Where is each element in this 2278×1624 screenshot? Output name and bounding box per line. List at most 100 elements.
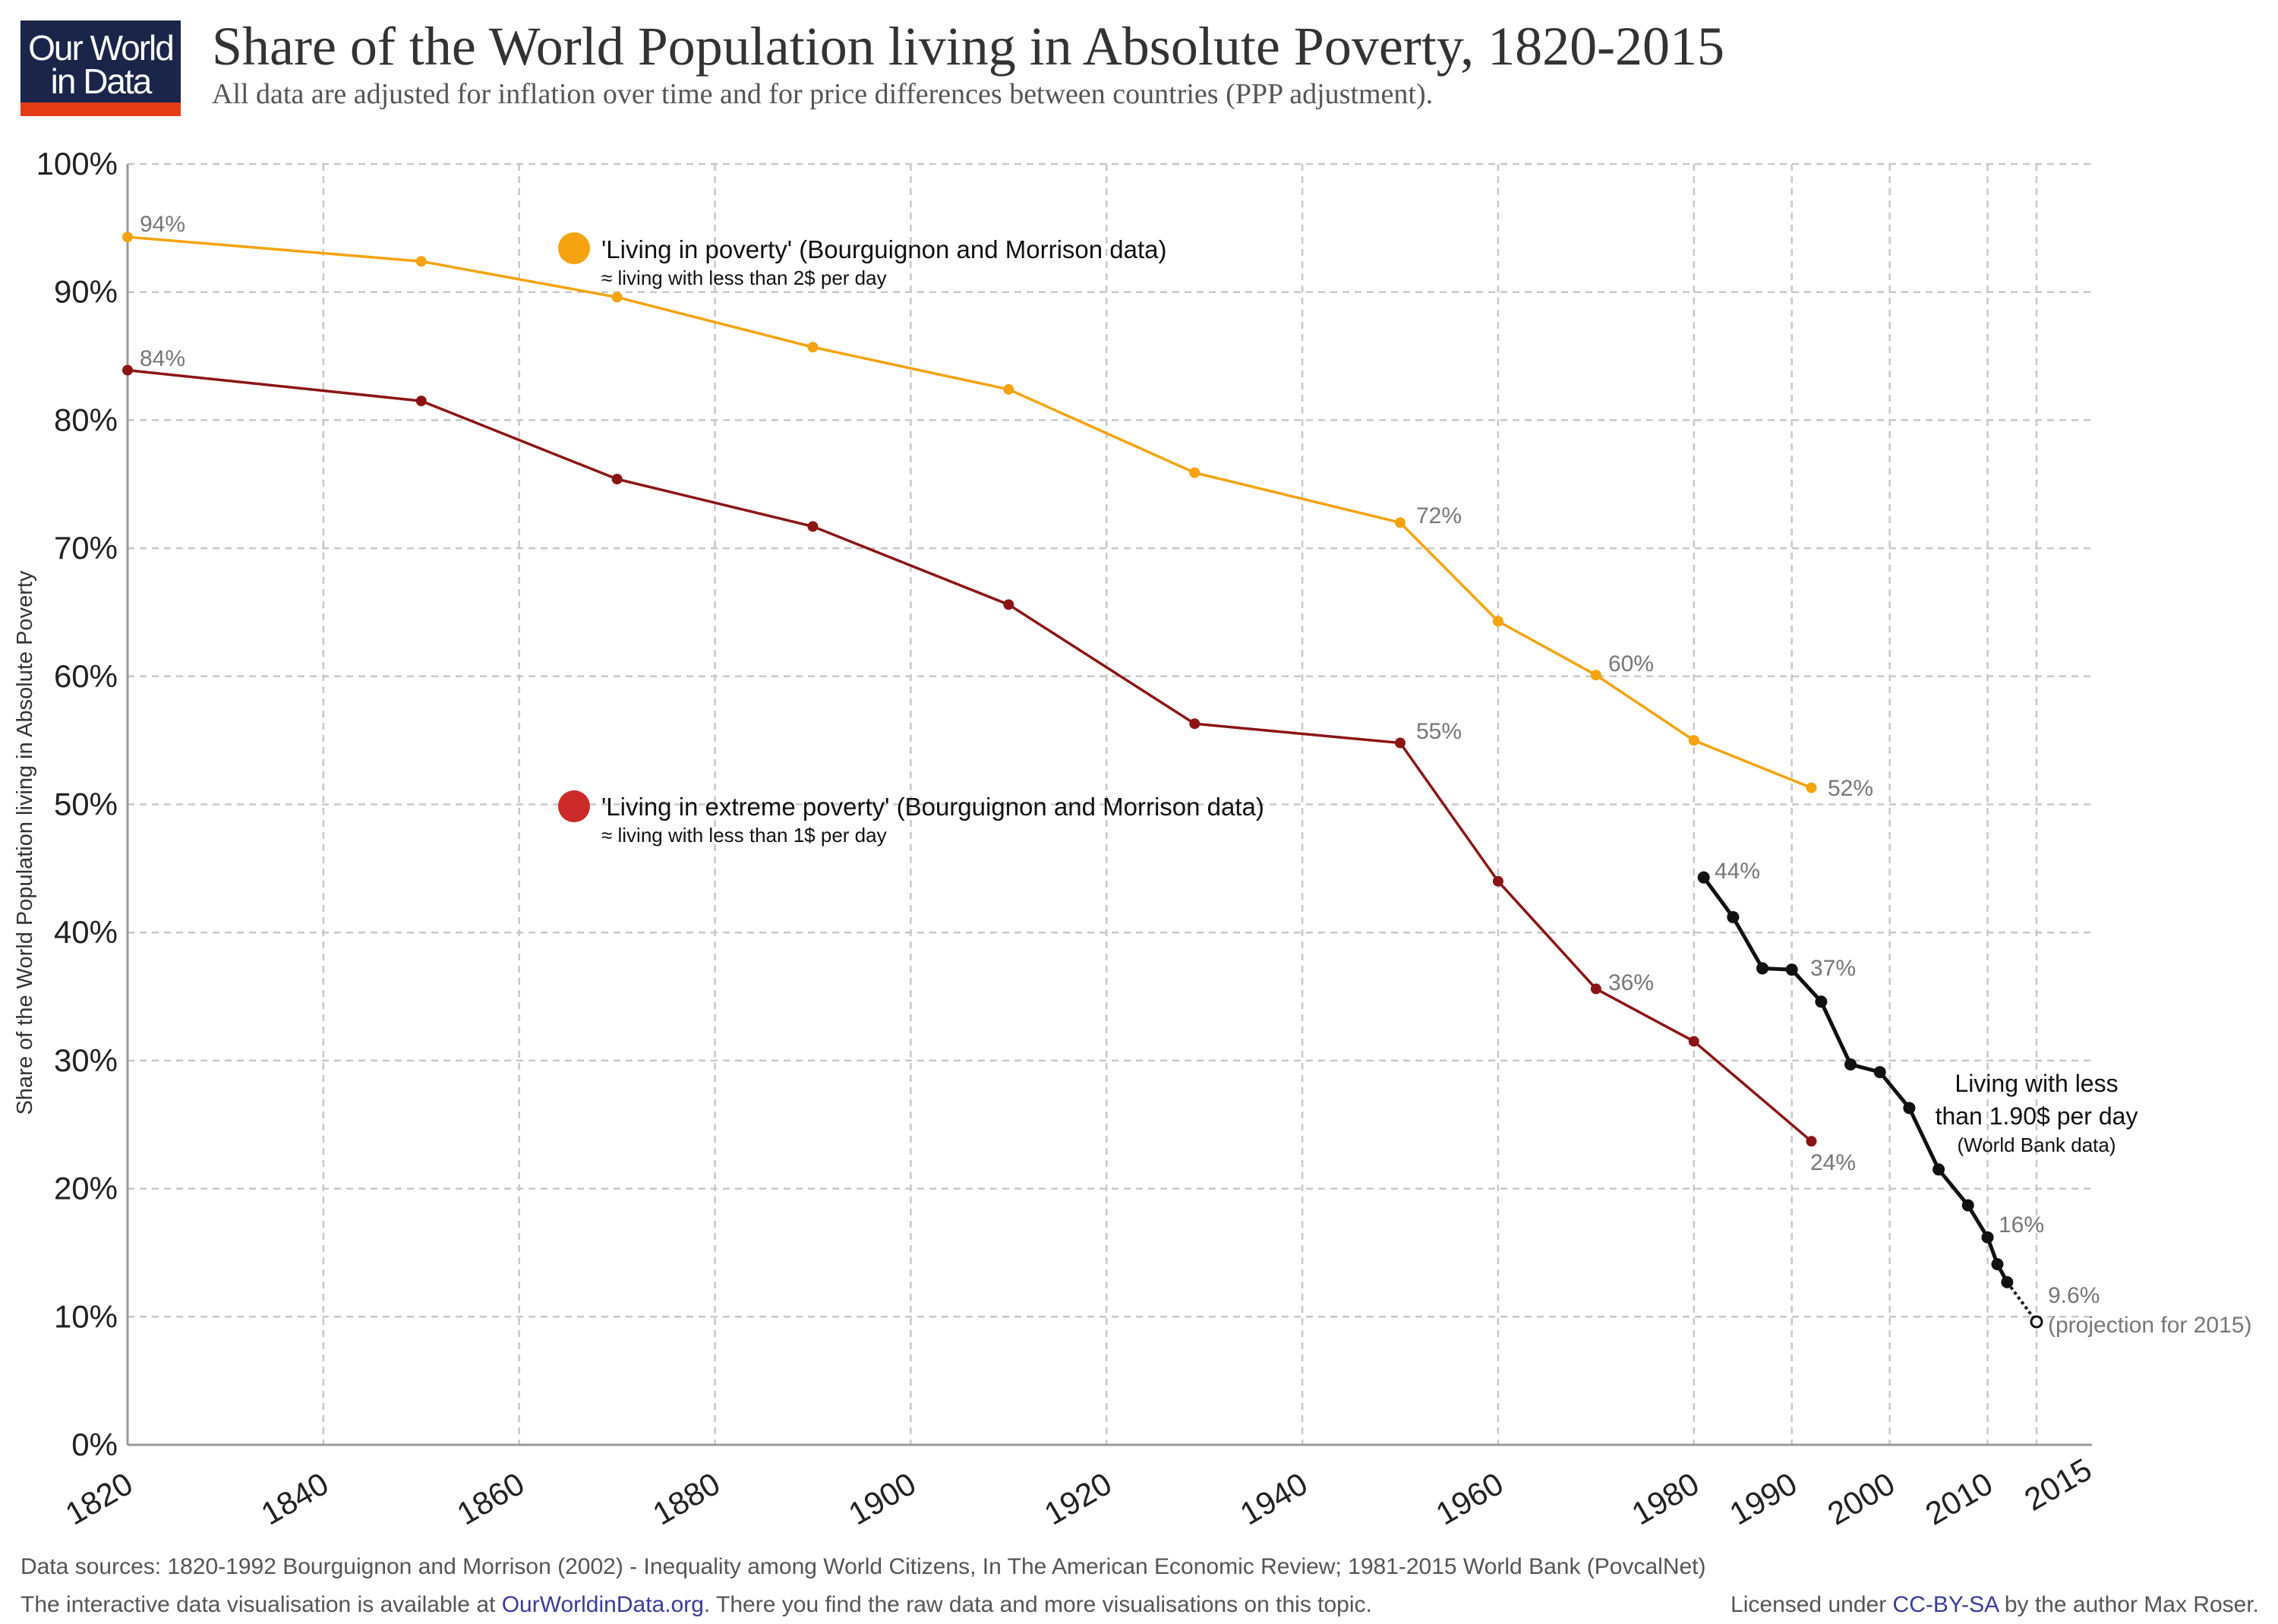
- wb-label-line2: than 1.90$ per day: [1936, 1102, 2138, 1130]
- data-label: 16%: [1999, 1212, 2044, 1238]
- y-tick-label: 10%: [54, 1298, 118, 1334]
- y-tick-label: 100%: [36, 146, 118, 181]
- footer-text: The interactive data visualisation is av…: [21, 1592, 502, 1617]
- data-point: [1844, 1058, 1857, 1071]
- footer-text: Licensed under: [1731, 1592, 1893, 1617]
- x-tick-label: 1840: [255, 1465, 334, 1531]
- data-label: 72%: [1416, 503, 1462, 528]
- x-tick-label: 1880: [647, 1465, 726, 1531]
- footer-interactive: The interactive data visualisation is av…: [21, 1592, 1372, 1618]
- x-tick-label: 1920: [1038, 1465, 1117, 1531]
- data-point: [1395, 517, 1406, 528]
- data-point: [807, 521, 819, 532]
- legend-poverty-note: ≈ living with less than 2$ per day: [601, 266, 887, 289]
- data-label: 60%: [1608, 651, 1654, 676]
- data-point: [1756, 962, 1769, 975]
- data-label: 44%: [1715, 859, 1760, 884]
- data-point: [1492, 616, 1503, 627]
- x-tick-label: 2000: [1822, 1465, 1901, 1531]
- data-point: [807, 342, 819, 353]
- data-point: [1785, 963, 1798, 976]
- legend-extreme-marker: [558, 790, 590, 822]
- y-tick-label: 50%: [54, 787, 118, 822]
- data-label: 37%: [1810, 956, 1856, 981]
- y-tick-label: 60%: [54, 658, 118, 694]
- x-tick-label: 1820: [59, 1465, 138, 1531]
- data-point: [1395, 737, 1406, 749]
- data-point: [415, 256, 427, 267]
- y-tick-label: 0%: [71, 1427, 118, 1462]
- data-point: [1003, 599, 1014, 610]
- data-point: [1815, 995, 1828, 1008]
- y-tick-label: 40%: [54, 914, 118, 950]
- x-tick-label: 1860: [451, 1465, 530, 1531]
- data-point: [1697, 871, 1710, 884]
- projection-line: [2005, 1281, 2038, 1323]
- y-tick-label: 70%: [54, 530, 118, 566]
- data-point: [1688, 735, 1699, 746]
- data-point: [1492, 875, 1503, 887]
- series-group: [122, 232, 2043, 1329]
- axes: 0% 10% 20% 30% 40% 50% 60% 70% 80% 90% 100% 1820 184…: [36, 146, 2098, 1532]
- data-point: [1189, 467, 1201, 478]
- data-point: [1727, 910, 1740, 923]
- data-point: [611, 474, 623, 485]
- data-point: [1590, 670, 1601, 681]
- chart-subtitle: All data are adjusted for inflation over…: [212, 78, 1434, 110]
- license-link[interactable]: CC-BY-SA: [1892, 1592, 1999, 1617]
- wb-label-line3: (World Bank data): [1957, 1134, 2116, 1156]
- data-point: [122, 232, 133, 243]
- data-point: [1189, 718, 1201, 730]
- x-tick-label: 2015: [2018, 1451, 2097, 1517]
- x-tick-label: 2010: [1920, 1465, 1999, 1531]
- legend-extreme-note: ≈ living with less than 1$ per day: [601, 824, 887, 847]
- data-label: 55%: [1416, 719, 1462, 744]
- data-point: [1806, 1136, 1817, 1147]
- y-tick-label: 80%: [54, 402, 118, 437]
- x-tick-label: 1980: [1626, 1465, 1705, 1531]
- data-label: 36%: [1608, 970, 1654, 995]
- y-tick-label: 30%: [54, 1042, 118, 1078]
- logo-bar: [21, 102, 181, 116]
- owid-link[interactable]: OurWorldinData.org: [501, 1592, 704, 1617]
- x-tick-label: 1900: [842, 1465, 921, 1531]
- x-tick-label: 1960: [1430, 1465, 1509, 1531]
- legend-poverty-label: 'Living in poverty' (Bourguignon and Mor…: [601, 235, 1167, 263]
- data-point: [1688, 1036, 1699, 1047]
- series-line: [127, 235, 1813, 790]
- footer-sources: Data sources: 1820-1992 Bourguignon and …: [21, 1554, 1706, 1579]
- y-tick-label: 20%: [54, 1171, 118, 1206]
- data-label: 94%: [140, 212, 185, 237]
- projection-value-label: 9.6%: [2048, 1283, 2100, 1308]
- projection-note: (projection for 2015): [2048, 1313, 2251, 1338]
- footer-license: Licensed under CC-BY-SA by the author Ma…: [1731, 1592, 2259, 1618]
- data-point: [1981, 1231, 1994, 1244]
- x-tick-label: 1990: [1724, 1465, 1803, 1531]
- owid-logo: Our World in Data: [21, 20, 181, 116]
- data-point: [611, 292, 623, 303]
- footer-text: . There you find the raw data and more v…: [703, 1592, 1372, 1617]
- data-point: [1991, 1258, 2004, 1271]
- wb-label-line1: Living with less: [1955, 1070, 2118, 1097]
- data-label: 84%: [140, 346, 185, 371]
- data-point: [1961, 1199, 1974, 1212]
- x-tick-label: 1940: [1234, 1465, 1313, 1531]
- data-point: [1873, 1066, 1886, 1079]
- logo-line2: in Data: [50, 61, 153, 101]
- series-line: [127, 368, 1813, 1143]
- projection-point: [2030, 1315, 2043, 1329]
- data-label: 24%: [1810, 1150, 1856, 1175]
- chart-title: Share of the World Population living in …: [212, 16, 1725, 77]
- data-label: 52%: [1828, 776, 1873, 801]
- data-point: [1590, 983, 1601, 995]
- legend-extreme-label: 'Living in extreme poverty' (Bourguignon…: [601, 793, 1264, 821]
- data-point: [415, 396, 427, 407]
- legend-poverty-marker: [558, 232, 590, 264]
- logo-line1: Our World: [28, 28, 175, 68]
- data-point: [1003, 383, 1014, 395]
- data-point: [1903, 1102, 1916, 1115]
- y-axis-title: Share of the World Population living in …: [13, 570, 37, 1115]
- data-point: [122, 364, 133, 376]
- footer-text: by the author Max Roser.: [1998, 1592, 2259, 1617]
